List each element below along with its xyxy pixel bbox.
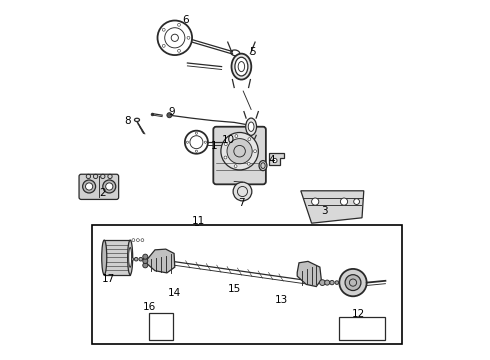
Text: 16: 16 <box>143 302 156 312</box>
Circle shape <box>273 158 277 163</box>
Circle shape <box>312 198 319 205</box>
Text: 9: 9 <box>168 107 174 117</box>
Text: 10: 10 <box>222 135 235 145</box>
Circle shape <box>83 180 96 193</box>
Text: 5: 5 <box>249 47 255 57</box>
Circle shape <box>86 183 93 190</box>
Polygon shape <box>297 261 321 287</box>
Circle shape <box>103 180 116 193</box>
Circle shape <box>345 275 361 291</box>
Ellipse shape <box>102 240 107 275</box>
Text: 17: 17 <box>101 274 115 284</box>
Text: 14: 14 <box>168 288 181 298</box>
Text: 12: 12 <box>352 309 365 319</box>
Text: 1: 1 <box>211 141 218 151</box>
Circle shape <box>339 269 367 296</box>
Circle shape <box>134 257 138 261</box>
FancyBboxPatch shape <box>79 174 119 199</box>
Circle shape <box>143 254 148 259</box>
Circle shape <box>224 156 227 159</box>
Text: 8: 8 <box>124 116 131 126</box>
Text: 15: 15 <box>227 284 241 294</box>
Circle shape <box>341 198 347 205</box>
Circle shape <box>139 257 143 261</box>
Circle shape <box>106 183 113 190</box>
Circle shape <box>319 280 325 285</box>
Ellipse shape <box>248 122 254 131</box>
Circle shape <box>143 263 148 268</box>
Ellipse shape <box>129 248 132 267</box>
Circle shape <box>235 135 238 138</box>
Bar <box>339 317 386 340</box>
Ellipse shape <box>245 118 257 135</box>
Circle shape <box>221 132 258 170</box>
Circle shape <box>224 143 227 145</box>
Circle shape <box>233 182 252 201</box>
Ellipse shape <box>127 240 133 275</box>
Circle shape <box>330 280 334 285</box>
Circle shape <box>151 113 154 116</box>
Bar <box>149 313 173 340</box>
Polygon shape <box>147 249 175 273</box>
Circle shape <box>234 165 237 168</box>
Circle shape <box>143 258 148 264</box>
Text: 11: 11 <box>192 216 205 226</box>
FancyBboxPatch shape <box>213 127 266 184</box>
Polygon shape <box>301 191 364 223</box>
Circle shape <box>354 199 360 204</box>
Text: 4: 4 <box>269 155 275 165</box>
Circle shape <box>167 113 172 118</box>
Ellipse shape <box>231 54 251 80</box>
Ellipse shape <box>235 57 248 76</box>
Bar <box>92 225 402 344</box>
Bar <box>104 240 130 275</box>
Text: 2: 2 <box>99 188 106 198</box>
Circle shape <box>227 139 252 164</box>
Circle shape <box>254 150 257 153</box>
Circle shape <box>130 257 133 261</box>
Polygon shape <box>270 153 284 165</box>
Ellipse shape <box>259 161 267 171</box>
Text: 7: 7 <box>238 198 245 208</box>
Text: 6: 6 <box>182 15 189 25</box>
Text: 13: 13 <box>274 294 288 305</box>
Circle shape <box>325 280 330 285</box>
Text: 3: 3 <box>321 206 327 216</box>
Circle shape <box>248 138 251 141</box>
Circle shape <box>144 257 147 261</box>
Circle shape <box>335 281 339 284</box>
Circle shape <box>247 162 250 165</box>
